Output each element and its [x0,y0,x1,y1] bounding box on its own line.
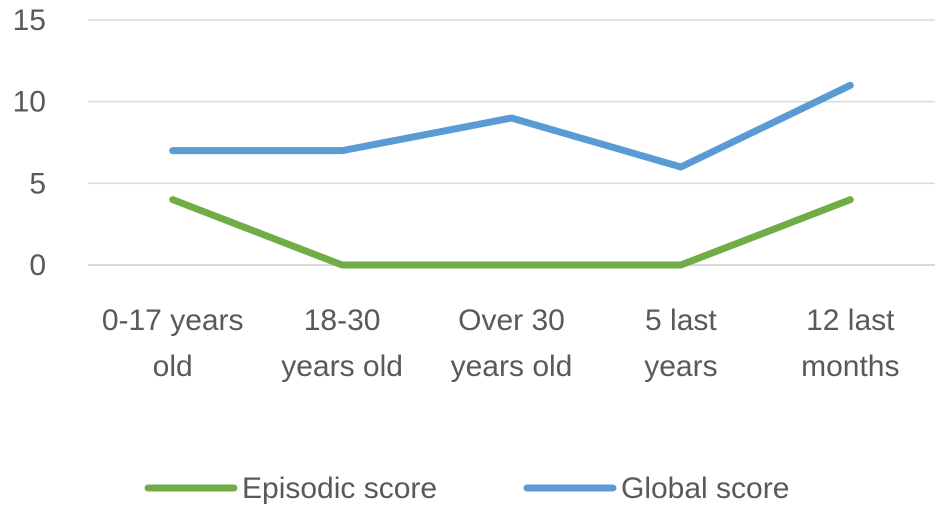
x-category-label: Over 30 years old [451,304,573,383]
x-category-label-line: years [644,350,717,383]
x-category-label: 5 last years [644,304,717,383]
x-category-label-line: old [153,350,193,383]
x-category-label-line: 5 last [645,304,717,337]
y-tick-label: 5 [29,167,46,200]
x-category-label: 0-17 years old [102,304,244,383]
series-line-global-score [169,81,854,171]
y-tick-label: 10 [13,86,46,119]
x-category-label-line: 18-30 [304,304,381,337]
legend: Episodic score Global score [144,472,789,505]
x-axis-categories: 0-17 years old 18-30 years old Over 30 years … [102,304,900,383]
x-category-label-line: Over 30 [458,304,565,337]
gridlines [88,19,935,266]
x-category-label-line: years old [281,350,403,383]
legend-label: Global score [621,472,789,505]
series-lines [169,81,854,269]
x-category-label-line: 12 last [806,304,895,337]
x-category-label-line: years old [451,350,573,383]
legend-label: Episodic score [242,472,437,505]
y-tick-label: 15 [13,4,46,37]
y-tick-label: 0 [29,249,46,282]
y-axis-ticks: 0 5 10 15 [13,4,46,282]
x-category-label-line: 0-17 years [102,304,244,337]
x-category-label-line: months [801,350,899,383]
series-line-episodic-score [169,196,854,269]
x-category-label: 12 last months [801,304,899,383]
x-category-label: 18-30 years old [281,304,403,383]
